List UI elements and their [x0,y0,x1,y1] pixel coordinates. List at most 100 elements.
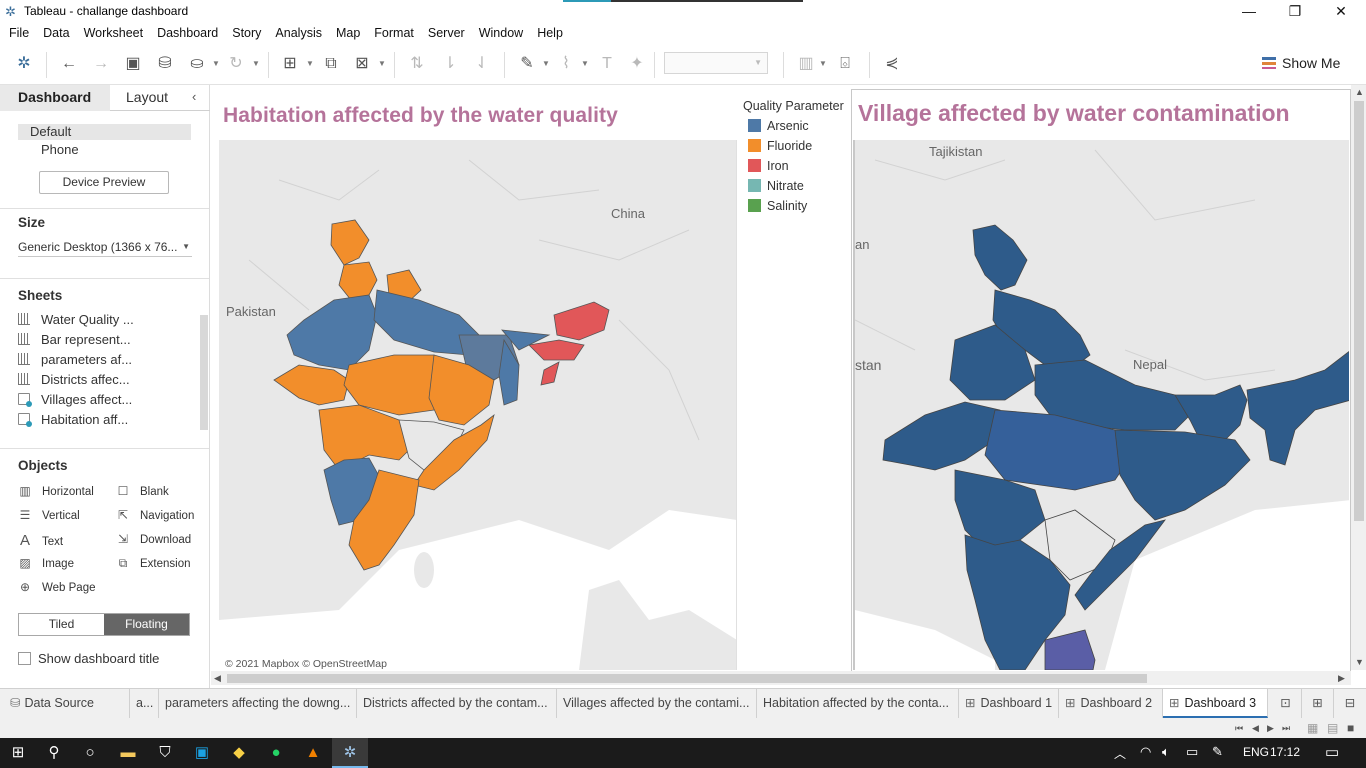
share-icon[interactable]: ⋞ [885,55,899,72]
chevron-down-icon[interactable]: ▼ [252,59,260,68]
tab-dashboard[interactable]: Dashboard [0,85,110,111]
tableau-start-icon[interactable]: ✲ [17,55,31,72]
legend-item-fluoride[interactable]: Fluoride [748,139,812,157]
last-sheet-icon[interactable]: ⏭ [1282,723,1291,733]
village-map[interactable]: Tajikistan an stan Nepal [853,140,1349,670]
scroll-left-icon[interactable]: ◀ [214,673,221,683]
legend-item-salinity[interactable]: Salinity [748,199,807,217]
object-blank[interactable]: ☐ Blank [116,484,169,504]
sheet-item[interactable]: Water Quality ... [18,312,198,332]
duplicate-icon[interactable]: ⧉ [325,55,337,72]
filmstrip-view-icon[interactable]: ▤ [1327,721,1339,735]
tab-dashboard-3[interactable]: ⊞ Dashboard 3 [1163,689,1268,718]
tiled-button[interactable]: Tiled [19,614,104,635]
sheets-scrollbar[interactable] [200,315,208,430]
app-l-icon[interactable]: ▣ [194,744,210,761]
pause-updates-icon[interactable]: ⛀ [190,55,204,72]
chevron-down-icon[interactable]: ▼ [306,59,314,68]
legend-item-nitrate[interactable]: Nitrate [748,179,804,197]
sheet-item[interactable]: Villages affect... [18,392,198,412]
chevron-down-icon[interactable]: ▼ [212,59,220,68]
group-icon[interactable]: ⌇ [562,55,570,72]
object-download[interactable]: ⇲ Download [116,532,191,552]
sort-ascending-icon[interactable]: ⇂ [443,55,457,72]
menu-server[interactable]: Server [427,26,465,40]
cortana-icon[interactable]: ○ [85,744,95,761]
vertical-scroll-thumb[interactable] [1354,101,1364,521]
object-text[interactable]: A Text [18,532,63,552]
tab-sheet[interactable]: Districts affected by the contam... [357,689,557,718]
menu-data[interactable]: Data [43,26,70,40]
menu-story[interactable]: Story [232,26,262,40]
chevron-down-icon[interactable]: ▼ [819,59,827,68]
tab-dashboard-1[interactable]: ⊞ Dashboard 1 [959,689,1059,718]
sheet-item[interactable]: Districts affec... [18,372,198,392]
show-me-button[interactable]: Show Me [1262,52,1340,74]
wifi-icon[interactable]: ◠ [1140,744,1152,759]
fit-dropdown[interactable]: ▼ [664,52,768,74]
scroll-up-icon[interactable]: ▲ [1355,87,1364,97]
horizontal-scroll-thumb[interactable] [227,674,1147,683]
grid-view-icon[interactable]: ▦ [1307,721,1319,735]
menu-map[interactable]: Map [335,26,361,40]
chevron-up-icon[interactable]: ︿ [1114,747,1127,761]
clock[interactable]: 17:12 [1270,745,1301,759]
object-horizontal[interactable]: ▥ Horizontal [18,484,93,504]
notifications-icon[interactable]: ▭ [1325,744,1340,761]
object-image[interactable]: ▨ Image [18,556,74,576]
habitation-map[interactable]: China Pakistan [219,140,737,670]
tab-dashboard-2[interactable]: ⊞ Dashboard 2 [1059,689,1163,718]
tab-sheet[interactable]: a... [130,689,159,718]
python-icon[interactable]: ◆ [233,744,245,761]
vlc-icon[interactable]: ▲ [305,744,321,761]
new-dashboard-tab-icon[interactable]: ⊞ [1302,689,1334,718]
language-indicator[interactable]: ENG [1243,745,1270,759]
new-worksheet-tab-icon[interactable]: ⊡ [1270,689,1302,718]
sheet-item[interactable]: parameters af... [18,352,198,372]
scroll-right-icon[interactable]: ▶ [1338,673,1345,683]
object-vertical[interactable]: ☰ Vertical [18,508,80,528]
presentation-mode-icon[interactable]: ⌺ [840,55,850,72]
object-extension[interactable]: ⧉ Extension [116,556,191,576]
new-worksheet-icon[interactable]: ⊞ [283,55,297,72]
minimize-icon[interactable]: — [1242,3,1256,19]
start-icon[interactable]: ⊞ [11,744,25,761]
tab-sheet[interactable]: Habitation affected by the conta... [757,689,959,718]
device-preview-button[interactable]: Device Preview [39,171,169,194]
search-icon[interactable]: ⚲ [48,744,60,761]
menu-worksheet[interactable]: Worksheet [83,26,144,40]
chevron-down-icon[interactable]: ▼ [542,59,550,68]
floating-button[interactable]: Floating [104,614,189,635]
prev-sheet-icon[interactable]: ◀ [1252,723,1259,733]
undo-icon[interactable]: ← [61,55,77,72]
object-navigation[interactable]: ⇱ Navigation [116,508,194,528]
menu-analysis[interactable]: Analysis [275,26,322,40]
object-web-page[interactable]: ⊕ Web Page [18,580,96,600]
menu-format[interactable]: Format [374,26,414,40]
save-icon[interactable]: ▣ [125,55,141,72]
refresh-icon[interactable]: ↻ [229,55,243,72]
file-explorer-icon[interactable]: ▬ [120,744,136,761]
tab-view-icon[interactable]: ■ [1347,721,1355,735]
whatsapp-icon[interactable]: ● [271,744,281,761]
tableau-taskbar-icon[interactable]: ✲ [332,738,368,768]
show-dashboard-title-checkbox[interactable]: Show dashboard title [18,651,159,666]
first-sheet-icon[interactable]: ⏮ [1235,723,1244,733]
tab-sheet[interactable]: parameters affecting the downg... [159,689,357,718]
scroll-down-icon[interactable]: ▼ [1355,657,1364,667]
menu-dashboard[interactable]: Dashboard [157,26,219,40]
menu-file[interactable]: File [9,26,30,40]
tab-sheet[interactable]: Villages affected by the contami... [557,689,757,718]
close-icon[interactable]: ✕ [1335,3,1347,19]
highlight-icon[interactable]: ✎ [520,55,534,72]
battery-icon[interactable]: ▭ [1186,744,1199,759]
tab-data-source[interactable]: ⛁ Data Source [0,689,130,718]
next-sheet-icon[interactable]: ▶ [1267,723,1274,733]
fit-icon[interactable]: ▥ [798,55,814,72]
legend-item-iron[interactable]: Iron [748,159,789,177]
pin-icon[interactable]: ✦ [630,55,644,72]
collapse-panel-icon[interactable]: ‹ [192,89,197,104]
sort-descending-icon[interactable]: ⇃ [475,55,489,72]
volume-icon[interactable]: 🔈︎ [1162,744,1170,759]
size-dropdown[interactable]: Generic Desktop (1366 x 76... ▼ [18,240,192,257]
